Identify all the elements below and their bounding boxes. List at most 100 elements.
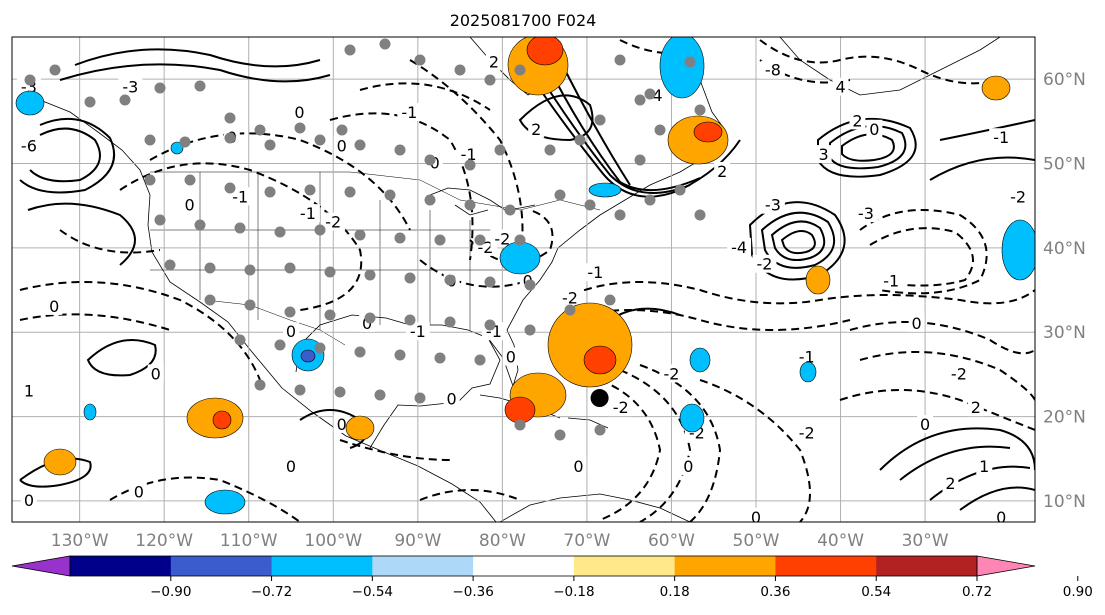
station-dot — [514, 234, 526, 246]
station-dot — [194, 219, 206, 231]
anomaly-shading — [667, 115, 729, 165]
station-dot — [204, 294, 216, 306]
station-dot — [204, 262, 216, 274]
contour-positive — [748, 201, 846, 281]
contour-label: 0 — [286, 457, 296, 476]
contour-label-bg — [832, 77, 849, 96]
colorbar-segment — [674, 556, 776, 576]
contour-negative — [419, 489, 521, 501]
station-dot — [336, 124, 348, 136]
anomaly-shading — [212, 410, 232, 430]
contour-label: 2 — [945, 474, 955, 493]
station-dot — [254, 124, 266, 136]
anomaly-shading — [547, 302, 633, 388]
colorbar-tick-label: −0.36 — [452, 584, 493, 600]
station-dot — [494, 144, 506, 156]
station-dot — [424, 194, 436, 206]
station-dot — [454, 64, 466, 76]
station-dot — [144, 134, 156, 146]
contour-positive — [74, 48, 321, 68]
contour-positive — [760, 211, 836, 269]
colorbar-segment — [70, 556, 172, 576]
contour-label: -1 — [993, 128, 1009, 147]
longitude-label: 60°W — [648, 531, 695, 551]
anomaly-shading — [1001, 219, 1035, 281]
contour-label: 1 — [979, 457, 989, 476]
contour-label-bg — [967, 398, 984, 417]
contour-label-bg — [558, 288, 582, 307]
contour-label: -1 — [461, 145, 477, 164]
colorbar: −0.90 −0.72 −0.54 −0.36 −0.18 0.18 0.36 0.54 0.7… — [11, 555, 1093, 600]
station-dot — [604, 294, 616, 306]
station-dot — [514, 64, 526, 76]
contour-label-bg — [405, 322, 430, 341]
contour-label: -2 — [1010, 187, 1026, 206]
latitude-labels: 60°N 50°N 40°N 30°N 20°N 10°N — [1043, 70, 1086, 512]
contour-label-bg — [16, 136, 41, 155]
contour-label-bg — [118, 77, 143, 96]
latitude-label: 50°N — [1043, 155, 1086, 175]
contour-label-bg — [397, 102, 422, 121]
anomaly-shading — [805, 265, 831, 295]
station-dot — [394, 144, 406, 156]
contour-negative — [359, 82, 491, 111]
latitude-label: 40°N — [1043, 239, 1086, 259]
contour-label-bg — [942, 474, 959, 493]
contour-label-bg — [295, 204, 320, 223]
contour-positive — [27, 202, 136, 266]
contour-label: -2 — [951, 364, 967, 383]
station-dot — [49, 64, 61, 76]
station-dot — [394, 232, 406, 244]
contour-label-bg — [727, 237, 752, 256]
contour-negative — [559, 281, 1035, 305]
contour-label-bg — [228, 187, 253, 206]
station-dot — [234, 334, 246, 346]
station-dot — [484, 319, 496, 331]
contour-positive — [929, 156, 1035, 181]
contour-label-bg — [908, 313, 925, 332]
station-dots — [24, 38, 706, 441]
latitude-label: 60°N — [1043, 70, 1086, 90]
anomaly-shading — [15, 90, 45, 116]
longitude-label: 90°W — [394, 531, 441, 551]
station-dot — [644, 88, 656, 100]
station-dot — [614, 209, 626, 221]
contour-label: -8 — [765, 61, 781, 80]
contour-negative — [869, 227, 974, 287]
contour-label: -2 — [756, 255, 772, 274]
contour-label: -6 — [21, 137, 37, 156]
contour-label-bg — [659, 364, 684, 383]
contour-label-bg — [570, 457, 587, 476]
station-dot — [504, 204, 516, 216]
anomaly-shading — [659, 37, 705, 99]
anomaly-shading — [504, 396, 536, 424]
longitude-label: 70°W — [563, 531, 610, 551]
station-dot — [344, 186, 356, 198]
contour-label-bg — [490, 229, 515, 248]
contour-positive — [939, 119, 1035, 141]
contour-label-bg — [20, 381, 37, 400]
contour-negative — [619, 39, 701, 55]
anomaly-shading — [583, 345, 617, 375]
station-dot — [224, 112, 236, 124]
contour-label: 0 — [151, 364, 161, 383]
contour-label: 0 — [362, 314, 372, 333]
station-dot — [514, 419, 526, 431]
contour-label-bg — [853, 204, 878, 223]
longitude-label: 110°W — [220, 531, 278, 551]
contour-label-bg — [993, 507, 1010, 522]
station-dot — [294, 384, 306, 396]
contour-label: 2 — [971, 398, 981, 417]
station-dot — [544, 144, 556, 156]
colorbar-segment — [775, 556, 877, 576]
colorbar-frame — [69, 555, 978, 577]
contour-label-bg — [283, 322, 299, 341]
station-dot — [264, 139, 276, 151]
contour-label-bg — [485, 52, 502, 71]
station-dot — [474, 234, 486, 246]
colorbar-tick-label: −0.54 — [352, 584, 393, 600]
station-dot — [434, 234, 446, 246]
station-dot — [594, 424, 606, 436]
station-dot — [314, 134, 326, 146]
station-dot — [274, 226, 286, 238]
